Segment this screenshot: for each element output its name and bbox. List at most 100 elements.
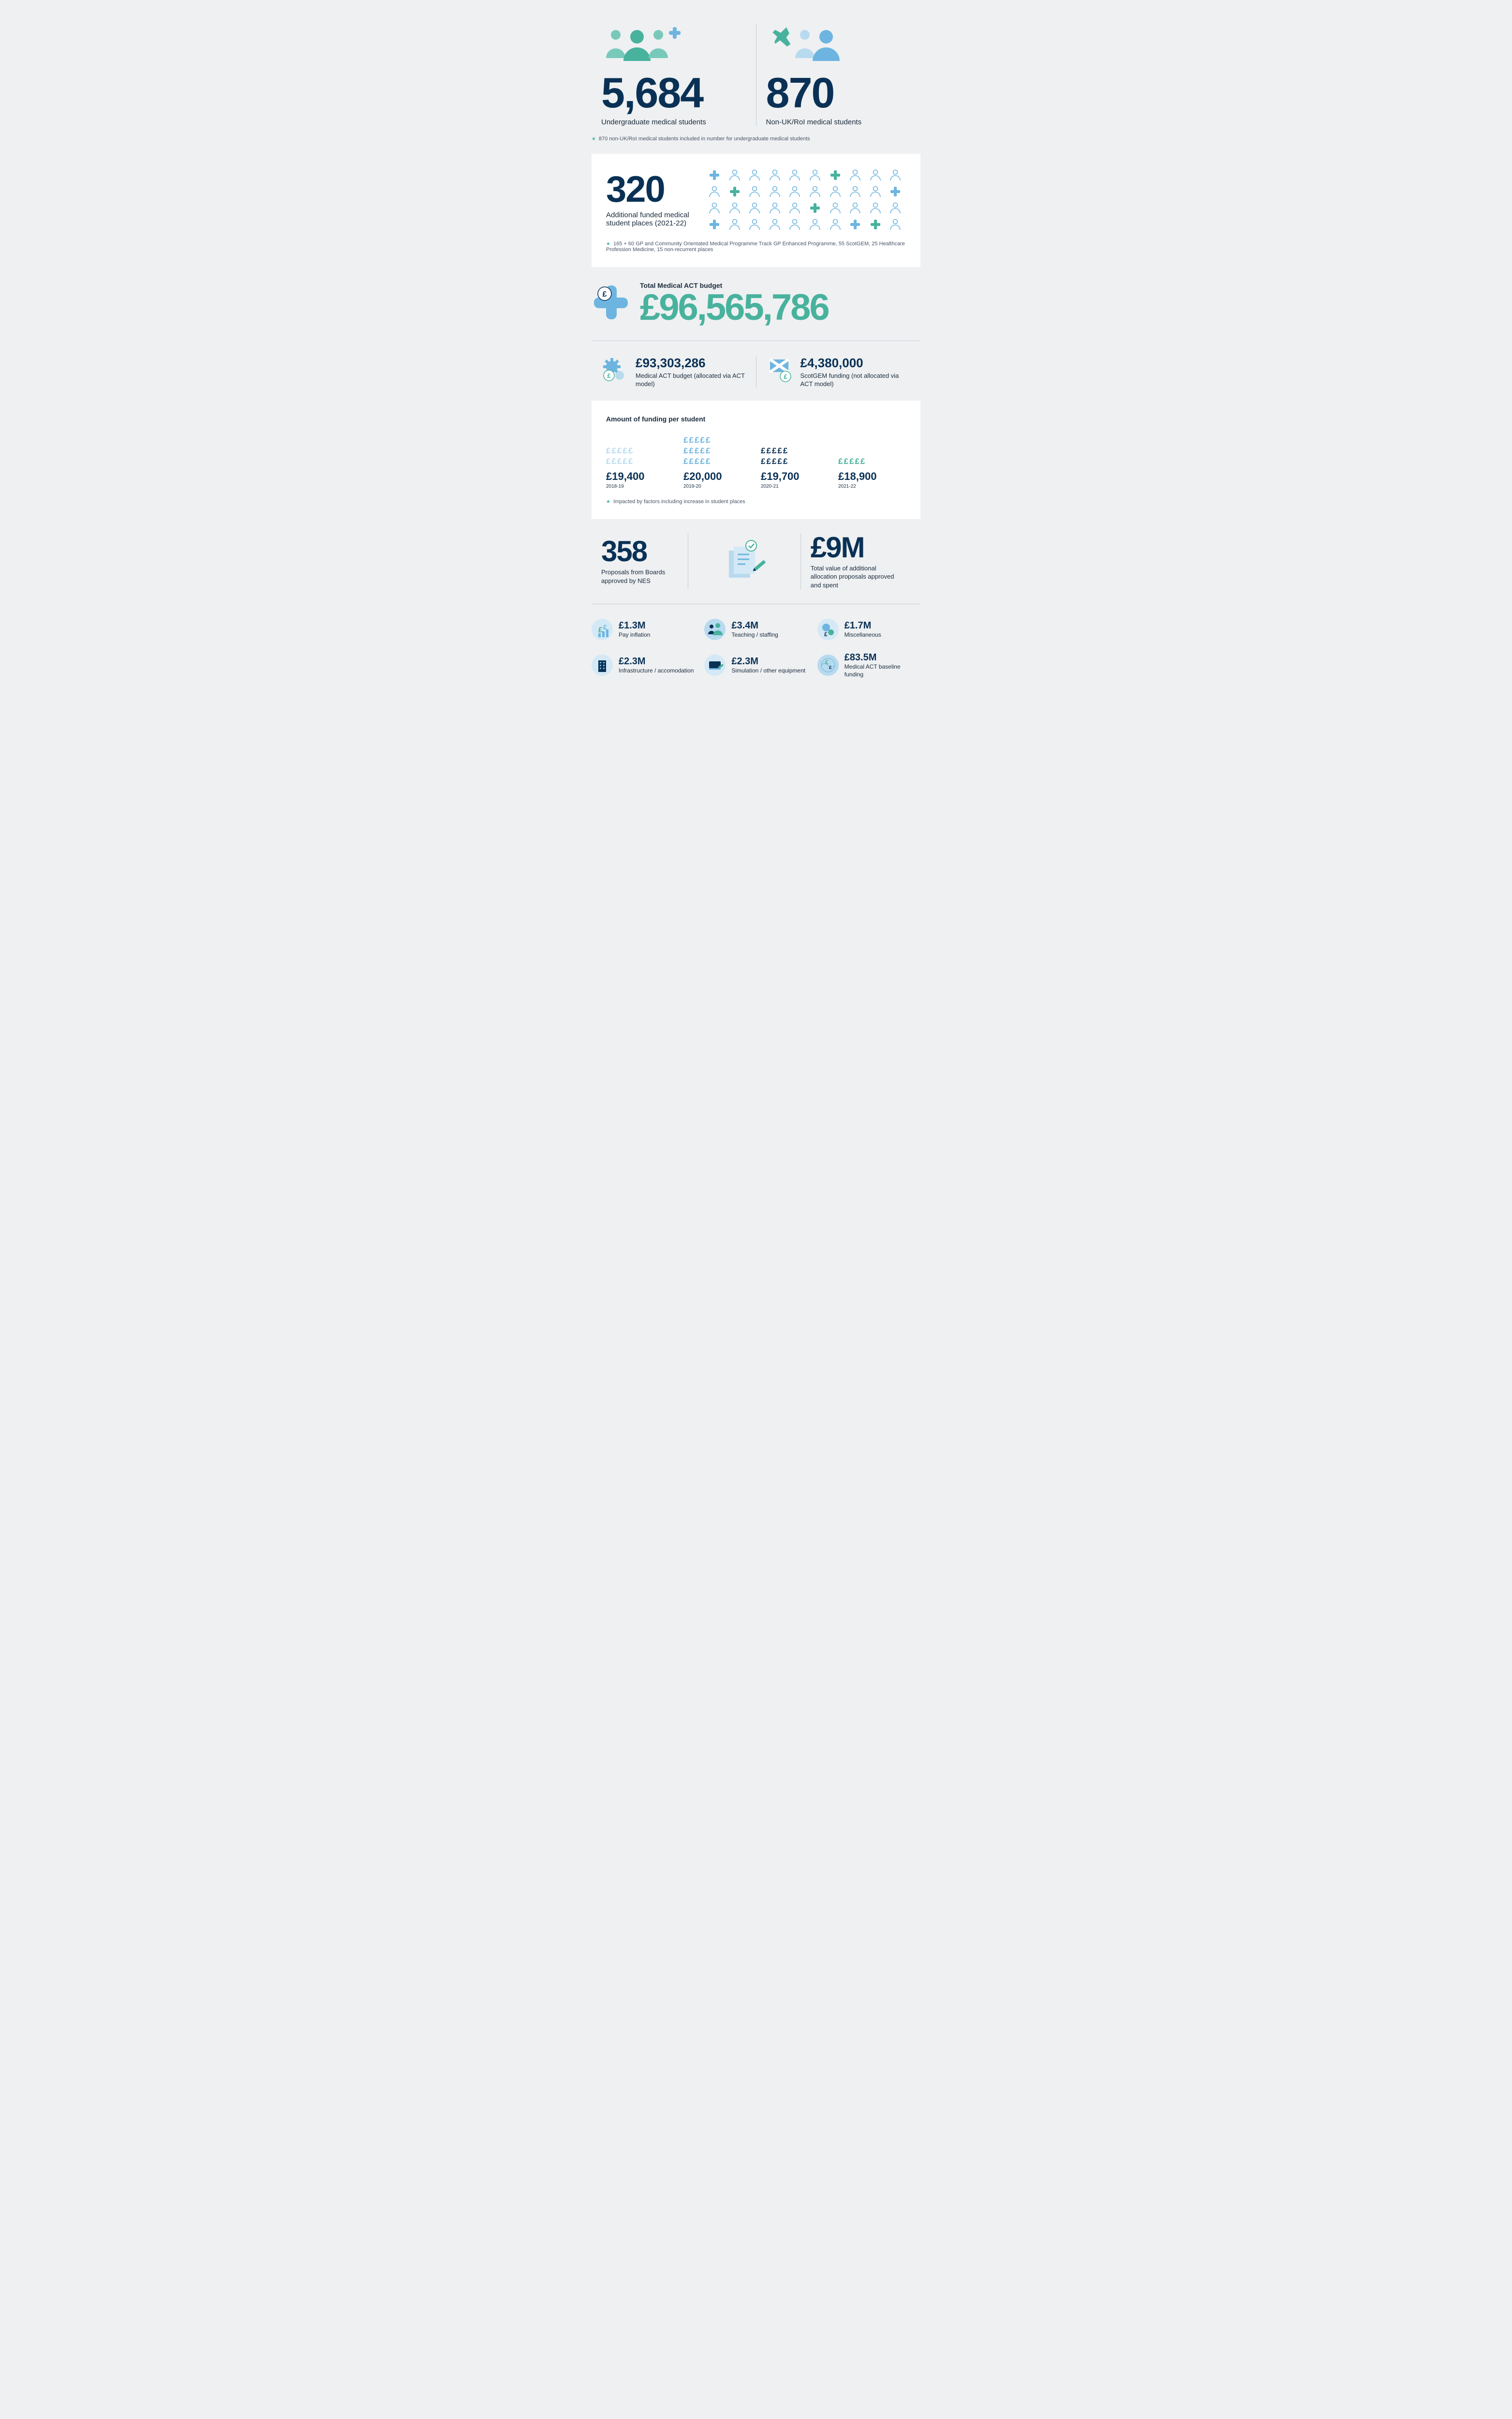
person-icon [748, 201, 761, 215]
person-icon [768, 185, 782, 198]
person-icon [748, 185, 761, 198]
spending-item: £ £1.7MMiscellaneous [817, 619, 920, 640]
person-icon [748, 218, 761, 231]
plus-icon [889, 185, 902, 198]
label: Proposals from Boards approved by NES [601, 568, 678, 585]
stat-undergraduate: 5,684 Undergraduate medical students [592, 24, 756, 126]
spending-item: £2.3MSimulation / other equipment [704, 652, 807, 678]
spending-item: £3.4MTeaching / staffing [704, 619, 807, 640]
footnote: 870 non-UK/RoI medical students included… [592, 136, 920, 142]
pound-stack: ££££££££££ [761, 433, 829, 466]
person-icon [808, 185, 822, 198]
saltire-pound-icon: £ [766, 357, 793, 387]
plus-icon [829, 168, 842, 182]
year: 2018-19 [606, 484, 674, 489]
pay-icon: ££ [592, 619, 613, 640]
funding-year: £££££ £18,9002021-22 [838, 433, 906, 489]
value: £3.4M [731, 620, 778, 631]
person-icon [889, 201, 902, 215]
svg-text:£: £ [607, 372, 611, 379]
card-additional-places: 320 Additional funded medical student pl… [592, 154, 920, 267]
label: Medical ACT budget (allocated via ACT mo… [636, 372, 746, 388]
person-icon [889, 218, 902, 231]
pound-stack: £££££ [838, 433, 906, 466]
funding-years-row: £££££££££££19,4002018-19££££££££££££££££… [606, 433, 906, 489]
footnote: 165 + 60 GP and Community Orientated Med… [606, 241, 906, 253]
budget-breakdown: £ £93,303,286 Medical ACT budget (alloca… [592, 356, 920, 388]
budget-value: £96,565,786 [640, 289, 829, 326]
person-icon [869, 201, 882, 215]
person-icon [808, 168, 822, 182]
person-icon [768, 201, 782, 215]
label: Teaching / staffing [731, 631, 778, 639]
label: Simulation / other equipment [731, 667, 805, 675]
person-icon [728, 201, 741, 215]
year: 2019-20 [683, 484, 751, 489]
stat-value: 320 [606, 172, 693, 207]
spending-item: ££ £1.3MPay inflation [592, 619, 695, 640]
sim-icon [704, 655, 726, 676]
person-icon [808, 218, 822, 231]
plus-icon [808, 201, 822, 215]
title: Amount of funding per student [606, 415, 906, 423]
value: £1.7M [845, 620, 881, 631]
people-icon [601, 24, 746, 63]
funding-year: £££££££££££19,7002020-21 [761, 433, 829, 489]
pound-cross-icon: £ [592, 283, 630, 324]
card-funding-per-student: Amount of funding per student ££££££££££… [592, 401, 920, 519]
teach-icon [704, 619, 726, 640]
person-icon [869, 185, 882, 198]
stat-nonuk: 870 Non-UK/RoI medical students [756, 24, 921, 126]
spending-item: £££83.5MMedical ACT baseline funding [817, 652, 920, 678]
stat-value: 870 [766, 73, 911, 113]
value: £1.3M [619, 620, 650, 631]
person-icon [869, 168, 882, 182]
person-icon [708, 201, 721, 215]
svg-text:£: £ [784, 373, 787, 380]
stat-proposals: 358 Proposals from Boards approved by NE… [592, 538, 688, 585]
person-icon [829, 185, 842, 198]
plus-icon [728, 185, 741, 198]
person-icon [848, 201, 862, 215]
label: Infrastructure / accomodation [619, 667, 694, 675]
gear-pound-icon: £ [601, 357, 628, 387]
plus-icon [869, 218, 882, 231]
misc-icon: £ [817, 619, 839, 640]
value: £2.3M [619, 656, 694, 667]
value: £19,700 [761, 470, 829, 483]
baseline-icon: ££ [817, 655, 839, 676]
person-icon [829, 201, 842, 215]
label: Medical ACT baseline funding [845, 663, 920, 678]
budget-scotgem: £ £4,380,000 ScotGEM funding (not alloca… [756, 356, 921, 388]
person-icon [788, 185, 801, 198]
value: £19,400 [606, 470, 674, 483]
proposals-row: 358 Proposals from Boards approved by NE… [592, 534, 920, 590]
person-icon [848, 185, 862, 198]
person-icon [748, 168, 761, 182]
value: £18,900 [838, 470, 906, 483]
stat-label: Undergraduate medical students [601, 118, 746, 126]
funding-year: ££££££££££££££££20,0002019-20 [683, 433, 751, 489]
label: ScotGEM funding (not allocated via ACT m… [800, 372, 911, 388]
person-icon [889, 168, 902, 182]
plus-icon [708, 218, 721, 231]
value: £4,380,000 [800, 356, 911, 371]
person-icon [728, 218, 741, 231]
people-pictogram [708, 168, 906, 231]
value: 358 [601, 538, 678, 565]
svg-text:£: £ [825, 659, 829, 666]
value: £93,303,286 [636, 356, 746, 371]
plane-people-icon [766, 24, 911, 63]
year: 2021-22 [838, 484, 906, 489]
label: Miscellaneous [845, 631, 881, 639]
value: £9M [811, 534, 911, 561]
total-budget: £ Total Medical ACT budget £96,565,786 [592, 282, 920, 326]
person-icon [708, 185, 721, 198]
value: £20,000 [683, 470, 751, 483]
value: £2.3M [731, 656, 805, 667]
label: Pay inflation [619, 631, 650, 639]
stat-additional: 320 Additional funded medical student pl… [606, 172, 693, 227]
funding-year: ££££££££££ £19,4002018-19 [606, 433, 674, 489]
svg-text:£: £ [824, 631, 828, 638]
pound-stack: ££££££££££ [606, 433, 674, 466]
